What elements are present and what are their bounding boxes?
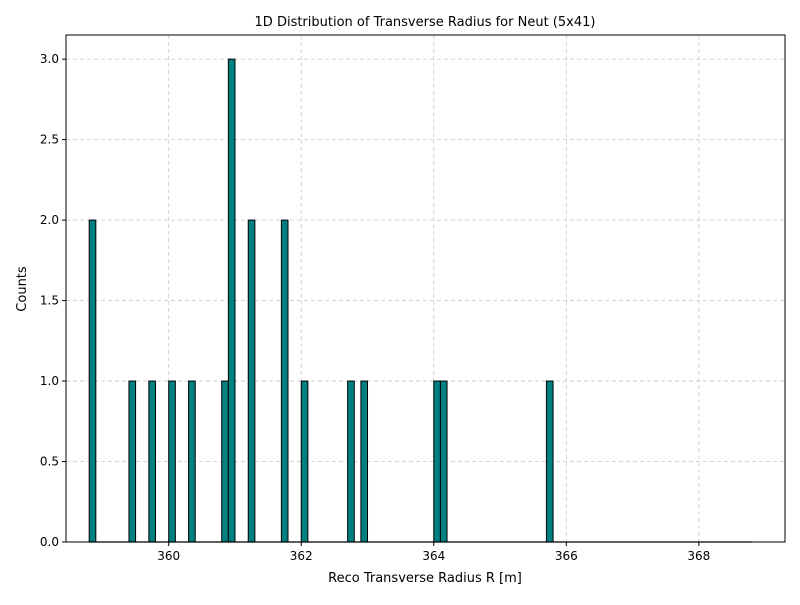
- histogram-bar: [433, 380, 441, 543]
- histogram-bar: [221, 380, 229, 543]
- histogram-bar: [300, 380, 309, 543]
- histogram-bar: [188, 380, 196, 543]
- histogram-bar: [128, 380, 137, 543]
- histogram-bar: [360, 380, 369, 543]
- y-tick-label: 3.0: [40, 52, 59, 66]
- histogram-bar: [227, 58, 236, 543]
- histogram-bar: [247, 219, 256, 543]
- y-axis-ticks: 0.0 0.5 1.0 1.5 2.0 2.5 3.0: [40, 52, 66, 549]
- histogram-bar: [148, 380, 156, 543]
- histogram-bar: [347, 380, 355, 543]
- y-tick-label: 0.5: [40, 455, 59, 469]
- y-tick-label: 2.0: [40, 213, 59, 227]
- chart-title: 1D Distribution of Transverse Radius for…: [255, 15, 596, 30]
- x-axis-ticks: 360 362 364 366 368: [157, 542, 710, 563]
- histogram-bar: [88, 219, 97, 543]
- y-tick-label: 2.5: [40, 133, 59, 147]
- x-axis-label: Reco Transverse Radius R [m]: [328, 571, 522, 586]
- y-axis-label: Counts: [15, 266, 30, 312]
- x-tick-label: 364: [422, 549, 445, 563]
- y-tick-label: 1.0: [40, 374, 59, 388]
- y-tick-label: 0.0: [40, 535, 59, 549]
- x-tick-label: 368: [687, 549, 710, 563]
- histogram-bar: [168, 380, 176, 543]
- x-tick-label: 366: [555, 549, 578, 563]
- x-tick-label: 360: [157, 549, 180, 563]
- histogram-bar: [439, 380, 448, 543]
- y-tick-label: 1.5: [40, 294, 59, 308]
- x-tick-label: 362: [290, 549, 313, 563]
- histogram-bar: [545, 380, 554, 543]
- plot-frame: [65, 34, 786, 543]
- histogram-bar: [280, 219, 289, 543]
